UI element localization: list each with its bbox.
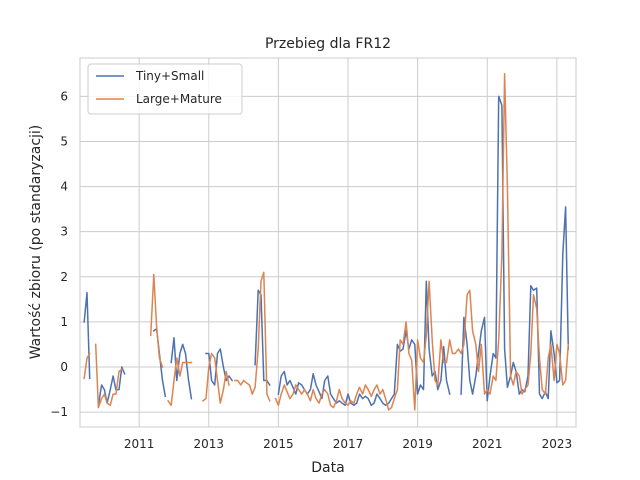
series-line-large-mature bbox=[274, 73, 570, 411]
series-line-tiny-small bbox=[254, 289, 271, 387]
y-tick-label: 3 bbox=[60, 225, 68, 239]
x-tick-labels: 2011 2013 2015 2017 2019 2021 2023 bbox=[124, 437, 572, 451]
x-axis-label: Data bbox=[311, 460, 344, 476]
y-tick-label: −1 bbox=[50, 405, 68, 419]
y-tick-label: 5 bbox=[60, 134, 68, 148]
x-tick-label: 2011 bbox=[124, 437, 155, 451]
x-tick-label: 2013 bbox=[194, 437, 225, 451]
y-tick-label: 1 bbox=[60, 315, 68, 329]
series-line-large-mature bbox=[167, 357, 193, 407]
y-tick-label: 2 bbox=[60, 270, 68, 284]
legend-label-large-mature: Large+Mature bbox=[136, 92, 222, 106]
legend: Tiny+Small Large+Mature bbox=[87, 63, 243, 115]
y-tick-label: 0 bbox=[60, 360, 68, 374]
y-tick-label: 4 bbox=[60, 180, 68, 194]
x-tick-label: 2023 bbox=[542, 437, 573, 451]
x-tick-label: 2021 bbox=[472, 437, 503, 451]
y-tick-labels: −1 0 1 2 3 4 5 6 bbox=[50, 89, 68, 419]
legend-box bbox=[87, 63, 243, 115]
series-lines bbox=[83, 73, 570, 411]
x-tick-label: 2017 bbox=[333, 437, 364, 451]
series-line-tiny-small bbox=[460, 95, 570, 402]
y-axis-label: Wartość zbioru (po standaryzacji) bbox=[28, 125, 44, 360]
chart-title: Przebieg dla FR12 bbox=[265, 36, 391, 52]
series-line-tiny-small bbox=[83, 291, 91, 380]
series-line-large-mature bbox=[149, 273, 164, 368]
x-tick-label: 2019 bbox=[402, 437, 433, 451]
plot-frame bbox=[79, 57, 577, 428]
series-line-large-mature bbox=[234, 271, 271, 402]
x-tick-label: 2015 bbox=[263, 437, 294, 451]
series-line-tiny-small bbox=[170, 336, 193, 400]
series-line-large-mature bbox=[83, 352, 91, 380]
y-tick-label: 6 bbox=[60, 89, 68, 103]
legend-label-tiny-small: Tiny+Small bbox=[135, 69, 204, 83]
series-line-large-mature bbox=[201, 352, 230, 404]
series-line-large-mature bbox=[94, 343, 123, 409]
series-line-tiny-small bbox=[97, 366, 126, 407]
